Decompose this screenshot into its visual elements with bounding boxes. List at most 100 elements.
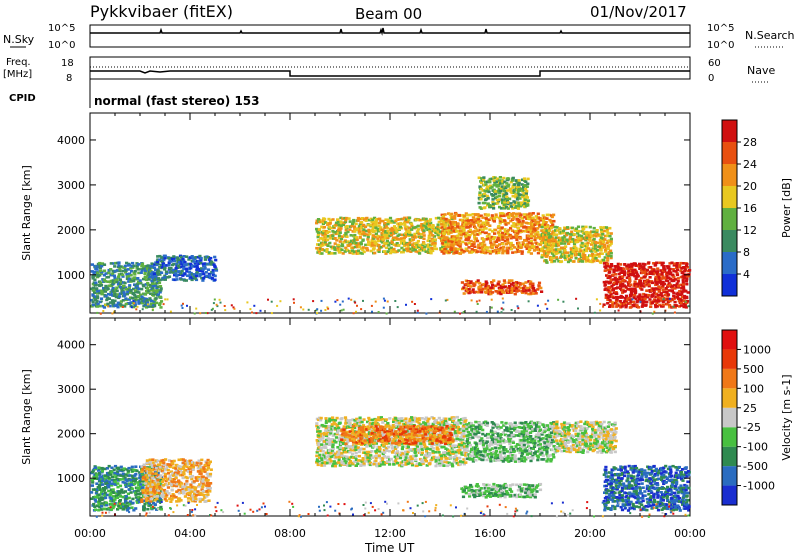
echo-cell <box>315 461 319 464</box>
echo-cell <box>623 263 627 266</box>
echo-cell <box>191 465 195 469</box>
echo-cell <box>502 212 506 216</box>
echo-cell <box>473 229 477 233</box>
echo-cell <box>321 446 325 449</box>
echo-cell <box>98 291 102 295</box>
echo-cell <box>572 260 576 263</box>
echo-cell <box>532 245 537 248</box>
echo-cell <box>124 504 128 508</box>
noise-cell <box>327 307 330 310</box>
echo-cell <box>540 247 544 251</box>
echo-cell <box>444 220 448 223</box>
echo-cell <box>158 469 162 472</box>
echo-cell <box>163 497 167 501</box>
echo-cell <box>134 465 138 468</box>
echo-cell <box>501 283 505 286</box>
echo-cell <box>178 260 182 264</box>
echo-cell <box>203 496 207 499</box>
echo-cell <box>492 207 496 210</box>
echo-cell <box>478 191 482 194</box>
echo-cell <box>367 230 371 233</box>
echo-cell <box>608 265 612 269</box>
echo-cell <box>551 256 555 259</box>
echo-cell <box>629 289 634 292</box>
echo-cell <box>154 273 159 276</box>
echo-cell <box>368 232 372 236</box>
freq-tick-bottom: 8 <box>66 73 72 84</box>
echo-cell <box>603 269 607 272</box>
echo-cell <box>549 258 553 261</box>
echo-cell <box>97 497 102 501</box>
echo-cell <box>406 249 410 253</box>
echo-cell <box>153 268 158 272</box>
echo-cell <box>132 479 136 483</box>
echo-cell <box>490 283 495 287</box>
echo-cell <box>384 225 388 228</box>
echo-cell <box>148 266 152 270</box>
echo-cell <box>590 252 595 256</box>
echo-cell <box>451 222 455 225</box>
echo-cell <box>517 181 521 185</box>
echo-cell <box>559 237 563 240</box>
plot-frame <box>89 317 691 517</box>
noise-cell <box>394 300 397 302</box>
echo-cell <box>112 479 116 482</box>
echo-cell <box>121 472 126 476</box>
echo-cell <box>474 290 478 294</box>
echo-cell <box>667 282 671 285</box>
echo-cell <box>377 250 381 253</box>
echo-cell <box>214 267 218 270</box>
echo-cell <box>644 280 648 284</box>
noise-cell <box>617 309 620 312</box>
echo-cell <box>449 231 453 234</box>
echo-cell <box>121 468 126 472</box>
echo-cell <box>552 254 556 258</box>
echo-cell <box>127 280 131 283</box>
echo-cell <box>152 294 156 297</box>
echo-cell <box>653 272 657 275</box>
echo-cell <box>473 233 477 236</box>
echo-cell <box>608 270 612 274</box>
echo-cell <box>519 243 523 247</box>
echo-cell <box>95 482 99 485</box>
echo-cell <box>139 297 143 301</box>
echo-cell <box>318 453 322 457</box>
echo-cell <box>392 238 396 241</box>
echo-cell <box>181 257 185 261</box>
noise-cell <box>527 300 530 303</box>
echo-cell <box>667 265 671 268</box>
echo-cell <box>539 237 543 241</box>
echo-cell <box>149 488 153 492</box>
echo-cell <box>114 483 118 486</box>
echo-cell <box>434 231 439 235</box>
noise-cell <box>135 308 138 311</box>
echo-cell <box>411 244 415 247</box>
echo-cell <box>443 247 447 251</box>
echo-cell <box>331 438 335 441</box>
echo-cell <box>673 300 677 304</box>
echo-cell <box>566 251 570 254</box>
echo-cell <box>395 228 399 231</box>
echo-cell <box>651 272 655 276</box>
echo-cell <box>519 283 523 286</box>
echo-cell <box>162 478 166 481</box>
echo-cell <box>507 228 511 232</box>
echo-cell <box>477 201 481 205</box>
echo-cell <box>654 295 658 299</box>
echo-cell <box>526 222 530 225</box>
echo-cell <box>175 262 179 266</box>
echo-cell <box>606 288 610 292</box>
echo-cell <box>403 241 407 244</box>
echo-cell <box>98 300 102 304</box>
echo-cell <box>545 253 549 257</box>
echo-cell <box>685 282 689 286</box>
echo-cell <box>507 284 512 288</box>
echo-cell <box>671 273 675 277</box>
echo-cell <box>563 234 567 238</box>
echo-cell <box>610 285 614 288</box>
echo-cell <box>502 214 506 218</box>
echo-cell <box>165 264 169 267</box>
echo-cell <box>155 508 159 511</box>
echo-cell <box>140 264 144 268</box>
echo-cell <box>145 459 149 462</box>
